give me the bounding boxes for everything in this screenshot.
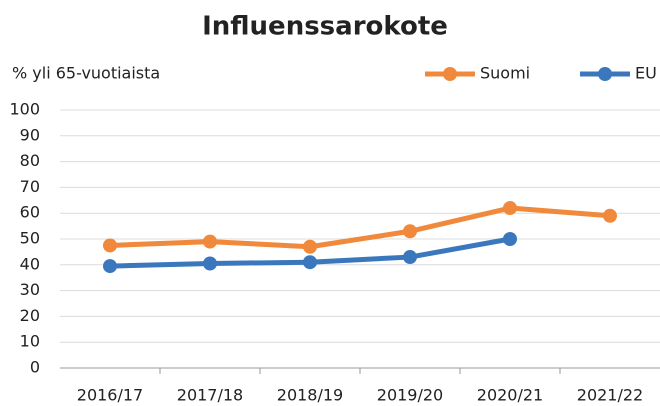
data-point: [303, 239, 317, 254]
chart-title: Influenssarokote: [202, 12, 448, 42]
y-tick-label: 70: [20, 177, 40, 196]
y-tick-label: 0: [30, 358, 40, 377]
data-point: [403, 224, 417, 239]
x-tick-label: 2021/22: [577, 386, 643, 405]
data-point: [303, 255, 317, 270]
legend-marker: [443, 67, 457, 81]
data-point: [403, 250, 417, 265]
data-point: [503, 232, 517, 246]
x-tick-label: 2016/17: [77, 386, 143, 405]
y-tick-label: 20: [20, 306, 40, 325]
data-point: [103, 238, 117, 253]
y-tick-label: 50: [20, 229, 40, 248]
x-tick-label: 2020/21: [477, 386, 543, 405]
y-tick-label: 40: [20, 254, 40, 273]
data-point: [203, 256, 217, 271]
y-axis-label: % yli 65-vuotiaista: [12, 64, 160, 83]
y-tick-label: 30: [20, 280, 40, 299]
x-tick-label: 2019/20: [377, 386, 443, 405]
y-tick-label: 60: [20, 203, 40, 222]
data-point: [203, 234, 217, 249]
data-point: [503, 201, 517, 216]
y-tick-label: 10: [20, 332, 40, 351]
data-point: [603, 208, 617, 223]
y-tick-label: 100: [9, 100, 40, 119]
x-tick-label: 2017/18: [177, 386, 243, 405]
x-tick-label: 2018/19: [277, 386, 343, 405]
data-point: [103, 259, 117, 274]
series-line: [109, 205, 611, 250]
legend-marker: [598, 67, 612, 81]
legend-label: Suomi: [480, 64, 530, 83]
legend-label: EU: [635, 64, 657, 83]
y-tick-label: 80: [20, 151, 40, 170]
y-tick-label: 90: [20, 125, 40, 144]
